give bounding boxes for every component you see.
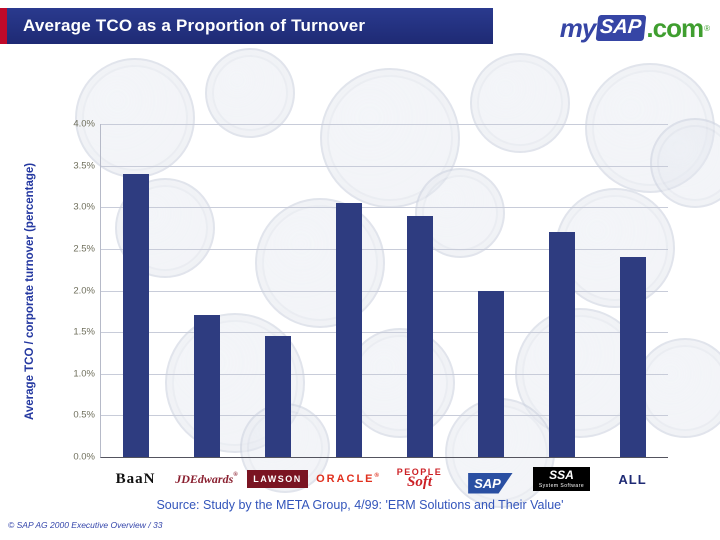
mysap-logo: my SAP .com ® [560,8,710,48]
mysap-logo-sap: SAP [595,15,647,41]
bars-row [101,124,668,457]
all-label: ALL [618,471,647,487]
bar-column [172,124,243,457]
ssa-logo: SSA [549,468,574,483]
bar-jd-edwards [194,315,221,457]
gridline [101,124,668,125]
bar-peoplesoft [406,215,433,457]
bar-lawson [265,336,292,457]
gridline [101,248,668,250]
x-label-peoplesoft: PEOPLE Soft [384,461,455,497]
jdedwards-logo: JDEdwards [175,471,234,486]
registered-mark-icon: ® [374,473,381,479]
oracle-logo: ORACLE [316,473,375,485]
gridline [101,415,668,417]
y-axis: 0.0% 0.5% 1.0% 1.5% 2.0% 2.5% 3.0% 3.5% 4.0% [0,119,95,463]
x-label-ssa: SSA System Software [526,461,597,497]
y-tick-label: 2.0% [73,285,95,296]
y-tick-label: 1.5% [73,326,95,338]
x-axis-labels: BaaN JDEdwards® LAWSON ORACLE® PEOPLE So… [100,461,668,497]
peoplesoft-logo-top: PEOPLE [396,467,443,477]
gridline [101,165,668,167]
x-label-baan: BaaN [100,461,171,497]
registered-mark-icon: ® [233,471,238,478]
gridline [101,207,668,209]
bar-column [314,124,385,457]
bar-column [455,124,526,457]
ssa-logo-subtitle: System Software [538,482,585,489]
x-label-jdedwards: JDEdwards® [171,461,242,497]
x-label-all: ALL [597,461,668,497]
x-label-lawson: LAWSON [242,461,313,497]
page-title: Average TCO as a Proportion of Turnover [23,16,366,35]
bar-oracle [336,203,363,457]
gridline [101,290,668,292]
bar-all [619,257,646,457]
gridline [101,332,668,334]
x-label-oracle: ORACLE® [313,461,384,497]
plot-area [100,124,668,458]
bar-baan [123,173,150,457]
copyright-note: © SAP AG 2000 Executive Overview / 33 [8,520,163,530]
y-tick-label: 0.0% [73,451,95,463]
gridline [101,373,668,375]
y-tick-label: 0.5% [73,409,95,421]
peoplesoft-logo-bottom: Soft [406,474,432,490]
header: Average TCO as a Proportion of Turnover … [0,8,720,44]
baan-logo: BaaN [115,470,156,487]
mysap-logo-com: .com [646,12,704,43]
bar-column [243,124,314,457]
bar-ssa [548,232,575,457]
x-label-sap: SAP [455,461,526,497]
red-accent-stripe [0,8,7,44]
lawson-logo: LAWSON [247,470,308,488]
y-tick-label: 3.5% [73,160,95,172]
bar-sap [477,290,504,457]
registered-mark-icon: ® [704,23,710,33]
bar-column [597,124,668,457]
bar-column [385,124,456,457]
y-tick-label: 2.5% [73,243,95,255]
source-note: Source: Study by the META Group, 4/99: '… [156,498,564,512]
y-tick-label: 1.0% [73,368,95,380]
bar-column [526,124,597,457]
mysap-logo-my: my [559,12,597,43]
bar-column [101,124,172,457]
sap-logo: SAP [468,472,513,494]
y-tick-label: 4.0% [73,118,95,130]
header-bar: Average TCO as a Proportion of Turnover [7,8,493,44]
y-tick-label: 3.0% [73,201,95,213]
